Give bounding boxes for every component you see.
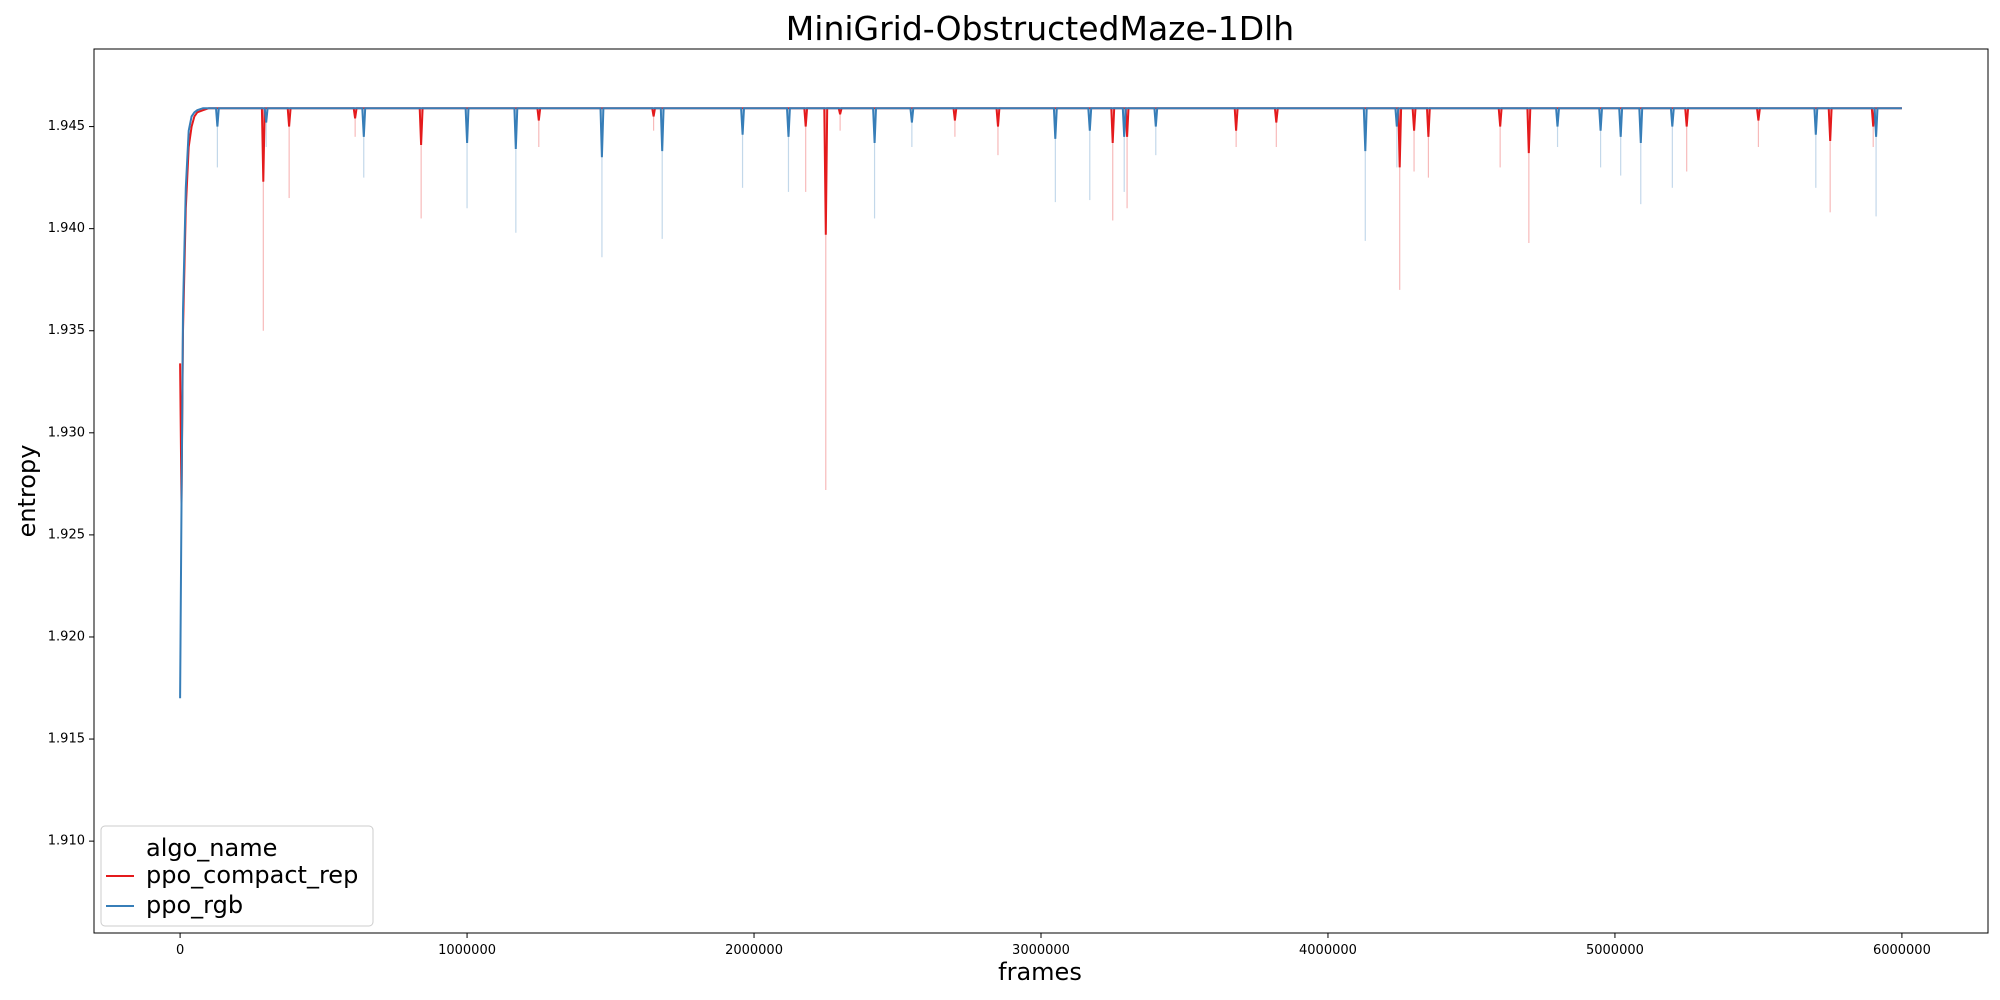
legend: algo_name ppo_compact_rep ppo_rgb [100,825,374,927]
x-tick-label: 1000000 [438,943,496,958]
y-tick-label: 1.930 [48,425,85,440]
x-tick-label: 5000000 [1586,943,1644,958]
series-ppo-compact-rep [179,107,1902,505]
y-tick-label: 1.945 [48,119,85,134]
series-ppo-rgb [179,107,1902,699]
x-tick-label: 4000000 [1299,943,1357,958]
plot-frame [93,48,1989,934]
legend-label-ppo-compact-rep: ppo_compact_rep [146,861,358,889]
x-axis: 0 1000000 2000000 3000000 4000000 5000000 6000… [176,933,1931,958]
legend-title: algo_name [146,834,277,862]
series-line-ppo-compact-rep [179,107,1902,505]
series-line-ppo-rgb [179,107,1902,699]
x-axis-label: frames [998,958,1082,986]
chart-title: MiniGrid-ObstructedMaze-1Dlh [786,9,1294,48]
y-tick-label: 1.925 [48,527,85,542]
x-tick-label: 2000000 [725,943,783,958]
x-tick-label: 6000000 [1873,943,1931,958]
y-tick-label: 1.920 [48,629,85,644]
y-tick-label: 1.935 [48,323,85,338]
y-axis: 1.910 1.915 1.920 1.925 1.930 1.935 1.940 1.945 [48,119,94,849]
legend-label-ppo-rgb: ppo_rgb [146,891,243,919]
x-tick-label: 0 [176,943,184,958]
y-tick-label: 1.915 [48,732,85,747]
series-layer [179,107,1902,699]
y-tick-label: 1.910 [48,834,85,849]
legend-box [100,825,374,927]
y-axis-label: entropy [13,445,41,538]
y-tick-label: 1.940 [48,221,85,236]
x-tick-label: 3000000 [1012,943,1070,958]
